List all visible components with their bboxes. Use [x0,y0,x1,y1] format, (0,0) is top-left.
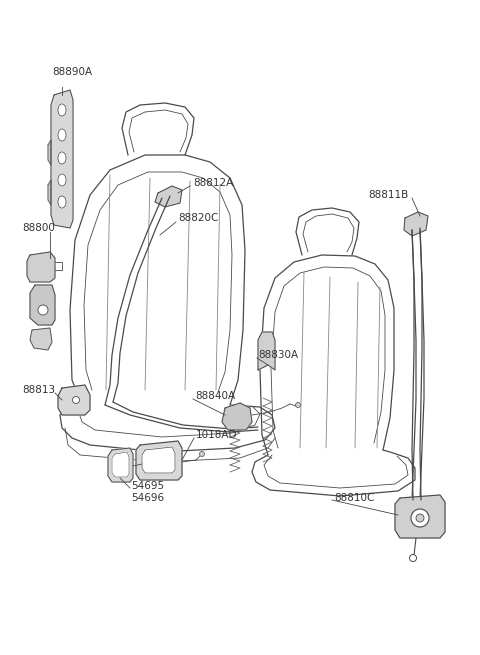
Text: 88800: 88800 [22,223,55,233]
Polygon shape [58,385,90,415]
Ellipse shape [409,555,417,561]
Text: 54696: 54696 [131,493,164,503]
Text: 54695: 54695 [131,481,164,491]
Polygon shape [142,447,175,473]
Polygon shape [112,452,129,477]
Ellipse shape [200,451,204,457]
Polygon shape [108,448,133,482]
Polygon shape [51,90,73,228]
Text: 1018AD: 1018AD [196,430,238,440]
Polygon shape [404,212,428,236]
Ellipse shape [72,396,80,403]
Text: 88812A: 88812A [193,178,233,188]
Ellipse shape [58,174,66,186]
Polygon shape [136,441,182,480]
Text: 88811B: 88811B [368,190,408,200]
Ellipse shape [416,514,424,522]
Text: 88813: 88813 [22,385,55,395]
Ellipse shape [58,196,66,208]
Polygon shape [30,328,52,350]
Ellipse shape [296,403,300,407]
Polygon shape [30,285,55,325]
Polygon shape [48,140,51,165]
Text: 88830A: 88830A [258,350,298,360]
Text: 88890A: 88890A [52,67,92,77]
Text: 88840A: 88840A [195,391,235,401]
Ellipse shape [411,509,429,527]
Text: 88820C: 88820C [178,213,218,223]
Polygon shape [258,332,275,370]
Ellipse shape [58,104,66,116]
Polygon shape [395,495,445,538]
Text: 88810C: 88810C [334,493,374,503]
Polygon shape [155,186,182,207]
Polygon shape [222,403,252,430]
Ellipse shape [58,152,66,164]
Ellipse shape [38,305,48,315]
Polygon shape [48,180,51,205]
Polygon shape [27,252,55,282]
Ellipse shape [58,129,66,141]
